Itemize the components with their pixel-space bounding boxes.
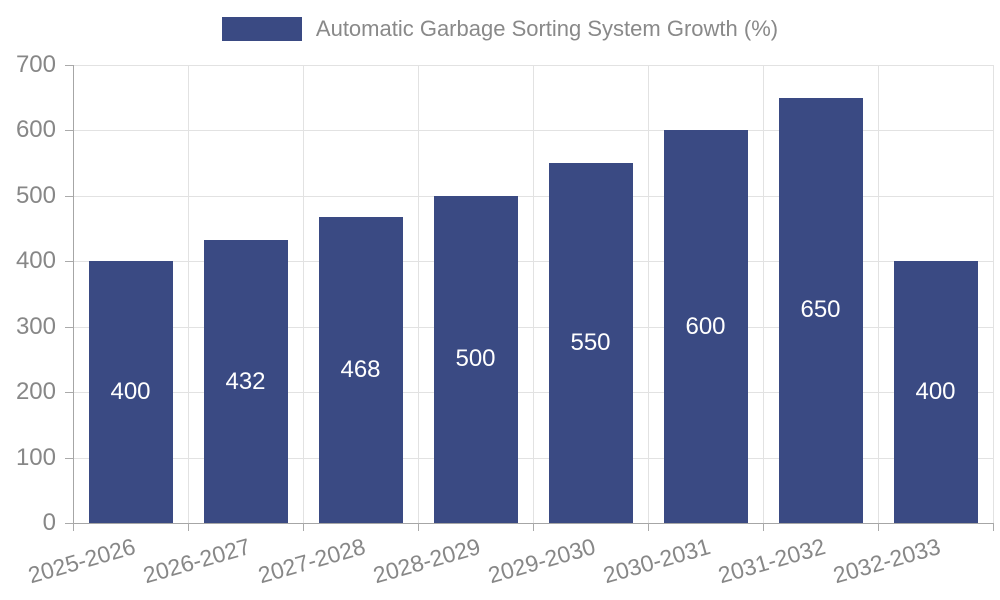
x-axis-line [65,523,993,524]
y-axis-label: 500 [15,181,56,209]
y-axis-label: 0 [42,509,56,536]
x-axis-tick [533,523,534,531]
gridline-vertical [418,65,419,523]
x-axis-tick [648,523,649,531]
legend-swatch [221,17,302,41]
x-axis-tick [418,523,419,531]
bar-value-label: 600 [685,312,726,340]
y-axis-tick [65,523,73,524]
y-axis-label: 100 [15,443,56,471]
y-axis-tick [65,457,73,459]
x-axis-tick [303,523,304,531]
bar-2029-2030[interactable] [548,163,633,523]
y-axis-label: 600 [15,116,56,144]
bar-value-label: 432 [225,367,266,395]
x-axis-label: 2031-2032 [714,533,828,589]
legend: Automatic Garbage Sorting System Growth … [0,16,1000,42]
bar-2031-2032[interactable] [778,97,863,523]
y-axis-tick [65,392,73,394]
bar-value-label: 468 [340,355,381,383]
x-axis-label: 2029-2030 [484,533,598,589]
bar-value-label: 400 [915,378,956,406]
bar-value-label: 550 [570,329,611,357]
x-axis-tick [188,523,189,531]
gridline-vertical [533,65,534,523]
x-axis-tick [763,523,764,531]
gridline-vertical [878,65,879,523]
y-axis-line [73,65,74,531]
x-axis-tick [878,523,879,531]
y-axis-label: 200 [15,378,56,406]
bar-2028-2029[interactable] [433,195,518,523]
x-axis-label: 2027-2028 [254,533,368,589]
y-axis-tick [65,326,73,328]
y-axis-tick [65,261,73,263]
y-axis-tick [65,130,73,132]
bar-value-label: 500 [455,345,496,373]
gridline-vertical [993,65,994,523]
x-axis-label: 2030-2031 [599,533,713,589]
legend-label: Automatic Garbage Sorting System Growth … [315,16,779,41]
bar-2027-2028[interactable] [318,216,403,523]
y-axis-label: 400 [15,247,56,275]
bar-2032-2033[interactable] [893,261,978,523]
y-axis-tick [65,195,73,197]
x-axis-tick [73,523,74,531]
bar-2026-2027[interactable] [203,240,288,523]
y-axis-label: 300 [15,312,56,340]
bar-value-label: 400 [110,378,151,406]
x-axis-label: 2028-2029 [369,533,483,589]
x-axis-label: 2025-2026 [24,533,138,589]
gridline-vertical [763,65,764,523]
x-axis-label: 2026-2027 [139,533,253,589]
x-axis-label: 2032-2033 [829,533,943,589]
gridline-vertical [648,65,649,523]
x-axis-tick [993,523,994,531]
gridline-vertical [303,65,304,523]
y-axis-tick [65,65,73,66]
bar-2030-2031[interactable] [663,130,748,523]
gridline-vertical [188,65,189,523]
bar-value-label: 650 [800,296,841,324]
bar-2025-2026[interactable] [88,261,173,523]
y-axis-label: 700 [15,51,56,78]
legend-item[interactable]: Automatic Garbage Sorting System Growth … [221,16,779,42]
